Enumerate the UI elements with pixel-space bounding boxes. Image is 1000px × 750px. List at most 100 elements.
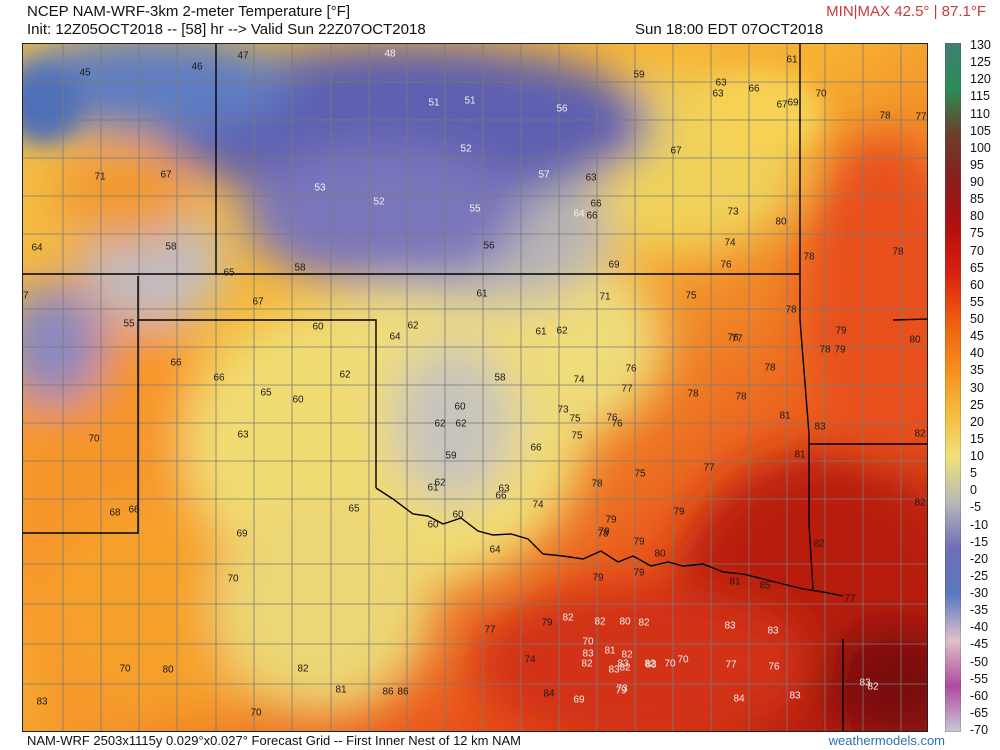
temperature-value-label: 77 <box>484 624 496 636</box>
legend-tick-label: -10 <box>970 517 989 532</box>
temperature-value-label: 80 <box>619 616 631 628</box>
legend-tick-label: 50 <box>970 312 984 326</box>
temperature-value-label: 66 <box>170 357 182 369</box>
temperature-value-label: 78 <box>735 391 747 403</box>
temperature-value-label: 63 <box>585 172 597 184</box>
temperature-value-label: 78 <box>597 528 609 540</box>
temperature-value-label: 45 <box>79 67 91 79</box>
temperature-value-label: 84 <box>543 688 555 700</box>
temperature-value-label: 81 <box>729 576 741 588</box>
legend-tick-label: 40 <box>970 346 984 361</box>
temperature-value-label: 62 <box>407 320 419 332</box>
temperature-value-label: 67 <box>776 99 788 111</box>
temperature-value-label: 66 <box>748 83 760 95</box>
temperature-value-label: 46 <box>191 61 203 73</box>
legend-tick-label: -40 <box>970 620 989 635</box>
temperature-value-label: 77 <box>725 659 737 671</box>
legend-tick-label: 35 <box>970 363 984 378</box>
valid-local-time: Sun 18:00 EDT 07OCT2018 <box>635 21 824 38</box>
temperature-value-label: 61 <box>535 326 547 338</box>
temperature-value-label: 82 <box>594 616 606 628</box>
temperature-value-label: 82 <box>813 538 825 550</box>
temperature-value-label: 56 <box>556 103 568 115</box>
temperature-value-label: 83 <box>724 620 736 632</box>
temperature-value-label: 69 <box>608 259 620 271</box>
temperature-value-label: 83 <box>814 421 826 433</box>
temperature-value-label: 51 <box>428 97 440 109</box>
legend-tick-label: 65 <box>970 260 984 275</box>
temperature-value-label: 70 <box>250 707 262 719</box>
temperature-value-label: 70 <box>815 88 827 100</box>
legend-tick-label: -50 <box>970 654 989 669</box>
temperature-value-label: 79 <box>633 536 645 548</box>
temperature-value-label: 80 <box>909 334 921 346</box>
temperature-value-label: 66 <box>586 210 598 222</box>
temperature-value-label: 85 <box>759 580 771 592</box>
legend-tick-label: 15 <box>970 431 984 446</box>
legend-tick-label: -35 <box>970 603 989 618</box>
legend-tick-label: 45 <box>970 329 984 344</box>
temperature-value-label: 51 <box>464 95 476 107</box>
temperature-value-label: 77 <box>915 111 927 123</box>
temperature-value-label: 62 <box>434 418 446 430</box>
legend-tick-label: 125 <box>970 55 991 70</box>
temperature-value-label: 66 <box>128 504 140 516</box>
temperature-value-label: 82 <box>914 428 926 440</box>
temperature-value-label: 71 <box>599 291 611 303</box>
legend-tick-label: -70 <box>970 723 989 737</box>
temperature-value-label: 76 <box>611 418 623 430</box>
temperature-value-label: 74 <box>532 499 544 511</box>
temperature-value-label: 59 <box>445 450 457 462</box>
legend-tick-label: 115 <box>970 89 990 104</box>
brand-link[interactable]: weathermodels.com <box>828 733 945 748</box>
temperature-value-label: 75 <box>634 468 646 480</box>
legend-tick-label: 130 <box>970 38 991 52</box>
temperature-value-label: 79 <box>673 506 685 518</box>
temperature-value-label: 86 <box>397 686 409 698</box>
legend-tick-label: -25 <box>970 568 989 583</box>
temperature-value-label: 67 <box>252 296 264 308</box>
temperature-value-label: 57 <box>538 169 550 181</box>
temperature-value-label: 60 <box>312 321 324 333</box>
temperature-value-label: 79 <box>834 344 846 356</box>
temperature-value-label: 81 <box>779 410 791 422</box>
temperature-value-label: 47 <box>237 50 249 62</box>
temperature-value-label: 55 <box>469 203 481 215</box>
temperature-value-label: 77 <box>703 462 715 474</box>
legend-tick-label: 60 <box>970 277 984 292</box>
temperature-value-label: 74 <box>524 654 536 666</box>
temperature-value-label: 81 <box>794 449 806 461</box>
legend-tick-label: 80 <box>970 209 984 224</box>
legend-tick-label: -30 <box>970 586 989 600</box>
temperature-value-label: 67 <box>670 145 682 157</box>
temperature-value-label: 82 <box>297 663 309 675</box>
temperature-value-label: 75 <box>569 413 581 425</box>
temperature-value-label: 75 <box>685 290 697 302</box>
temperature-value-label: 82 <box>638 617 650 629</box>
temperature-value-label: 83 <box>617 658 629 670</box>
temperature-value-label: 53 <box>314 182 326 194</box>
temperature-value-label: 67 <box>160 169 172 181</box>
temperature-value-label: 64 <box>389 331 401 343</box>
temperature-value-label: 82 <box>644 658 656 670</box>
legend-tick-label: 75 <box>970 226 984 241</box>
temperature-value-label: 66 <box>213 372 225 384</box>
temperature-value-label: 70 <box>227 573 239 585</box>
temperature-value-label: 75 <box>571 430 583 442</box>
temperature-value-label: 82 <box>867 681 879 693</box>
temperature-value-label: 79 <box>541 617 553 629</box>
temperature-value-label: 83 <box>767 625 779 637</box>
temperature-value-label: 64 <box>31 242 43 254</box>
temperature-value-label: 80 <box>162 664 174 676</box>
temperature-value-label: 78 <box>785 304 797 316</box>
temperature-value-label: 63 <box>715 77 727 89</box>
temperature-value-label: 79 <box>598 526 610 538</box>
legend-tick-label: 105 <box>970 123 991 138</box>
temperature-value-label: 78 <box>591 478 603 490</box>
temperature-value-label: 61 <box>476 288 488 300</box>
temperature-value-label: 48 <box>384 48 396 60</box>
temperature-value-label: 58 <box>494 372 506 384</box>
temperature-value-label: 70 <box>664 658 676 670</box>
temperature-value-label: 86 <box>382 686 394 698</box>
temperature-value-label: 60 <box>454 401 466 413</box>
